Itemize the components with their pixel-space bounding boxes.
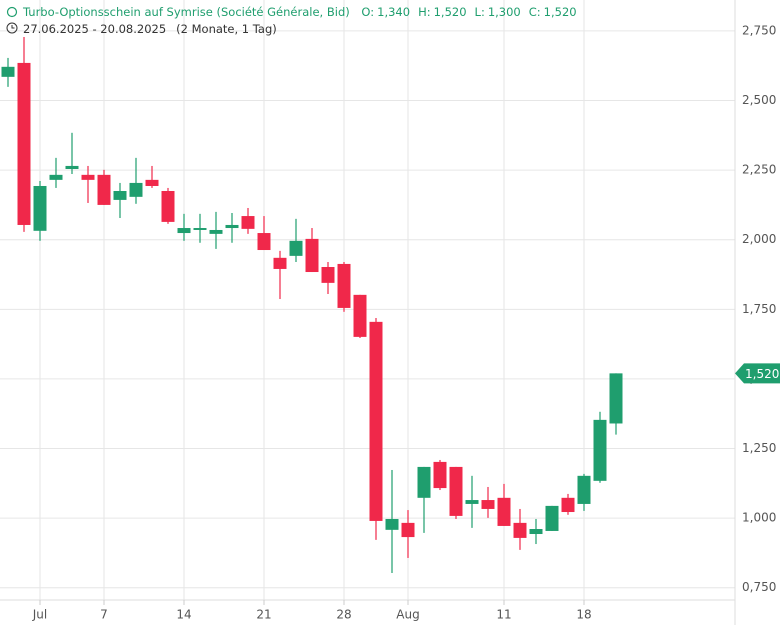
status-icon	[6, 6, 18, 18]
x-tick-label: 21	[256, 608, 271, 622]
ohlc-key: H:	[418, 5, 431, 19]
clock-icon	[6, 22, 18, 34]
y-tick-label: 2,750	[742, 23, 776, 37]
clock-hands	[11, 25, 15, 29]
candle-body	[65, 165, 79, 170]
header-line: Turbo-Optionsschein auf Symrise (Société…	[22, 5, 577, 19]
y-tick-label: 1,750	[742, 302, 776, 316]
candle-body	[593, 419, 607, 481]
y-tick-label: 1,250	[742, 441, 776, 455]
y-tick-label: 2,500	[742, 93, 776, 107]
candle-body	[49, 174, 63, 180]
candle-body	[113, 190, 127, 200]
candle-body	[161, 190, 175, 222]
ohlc-value: 1,520	[434, 5, 467, 19]
candle-body	[337, 263, 351, 308]
candle-body	[497, 497, 511, 526]
candle-body	[417, 466, 431, 498]
grid	[0, 0, 735, 600]
ohlc-value: 1,520	[544, 5, 577, 19]
x-tick-label: 11	[496, 608, 511, 622]
candle-body	[465, 500, 479, 504]
candle-body	[513, 522, 527, 538]
candle-body	[129, 182, 143, 197]
candle-body	[481, 500, 495, 509]
candle-body	[353, 294, 367, 337]
title: Turbo-Optionsschein auf Symrise (Société…	[22, 5, 350, 19]
y-tick-label: 2,250	[742, 163, 776, 177]
candle-body	[401, 522, 415, 538]
candle-body	[81, 174, 95, 180]
candle-body	[289, 240, 303, 256]
candle-body	[97, 174, 111, 205]
candle-body	[1, 66, 15, 77]
x-tick-label: 18	[576, 608, 591, 622]
x-tick-label: Aug	[396, 608, 419, 622]
candle-body	[369, 321, 383, 521]
candle-body	[561, 497, 575, 513]
date-line: 27.06.2025 - 20.08.2025 (2 Monate, 1 Tag)	[23, 22, 277, 36]
x-tick-label: Jul	[32, 608, 47, 622]
candle-body	[145, 179, 159, 186]
header: Turbo-Optionsschein auf Symrise (Société…	[6, 5, 577, 36]
candle-body	[257, 233, 271, 251]
ohlc-key: O:	[361, 5, 374, 19]
last-price-label: 1,520	[745, 367, 779, 381]
date-range: 27.06.2025 - 20.08.2025	[23, 22, 166, 36]
ohlc-key: L:	[475, 5, 485, 19]
candle-body	[17, 62, 31, 225]
candle-body	[529, 529, 543, 535]
candle-body	[241, 216, 255, 229]
candle-body	[177, 228, 191, 234]
x-tick-label: 28	[336, 608, 351, 622]
x-tick-label: 7	[100, 608, 108, 622]
candle-body	[385, 518, 399, 530]
y-tick-label: 0,750	[742, 580, 776, 594]
candle-body	[609, 373, 623, 424]
y-tick-label: 2,000	[742, 232, 776, 246]
ohlc-key: C:	[529, 5, 541, 19]
candle-body	[33, 185, 47, 231]
candle-body	[209, 229, 223, 234]
ohlc-value: 1,340	[377, 5, 410, 19]
candle-body	[433, 461, 447, 489]
candle-body	[577, 475, 591, 504]
last-price-tag	[735, 363, 780, 384]
candle-body	[193, 228, 207, 230]
candle-body	[305, 238, 319, 273]
candle-body	[273, 257, 287, 269]
candle-body	[449, 466, 463, 516]
period: (2 Monate, 1 Tag)	[176, 22, 277, 36]
candle-body	[321, 267, 335, 283]
y-tick-label: 1,000	[742, 511, 776, 525]
candle-body	[225, 224, 239, 229]
x-tick-label: 14	[176, 608, 191, 622]
ohlc-value: 1,300	[488, 5, 521, 19]
candle-body	[545, 505, 559, 531]
